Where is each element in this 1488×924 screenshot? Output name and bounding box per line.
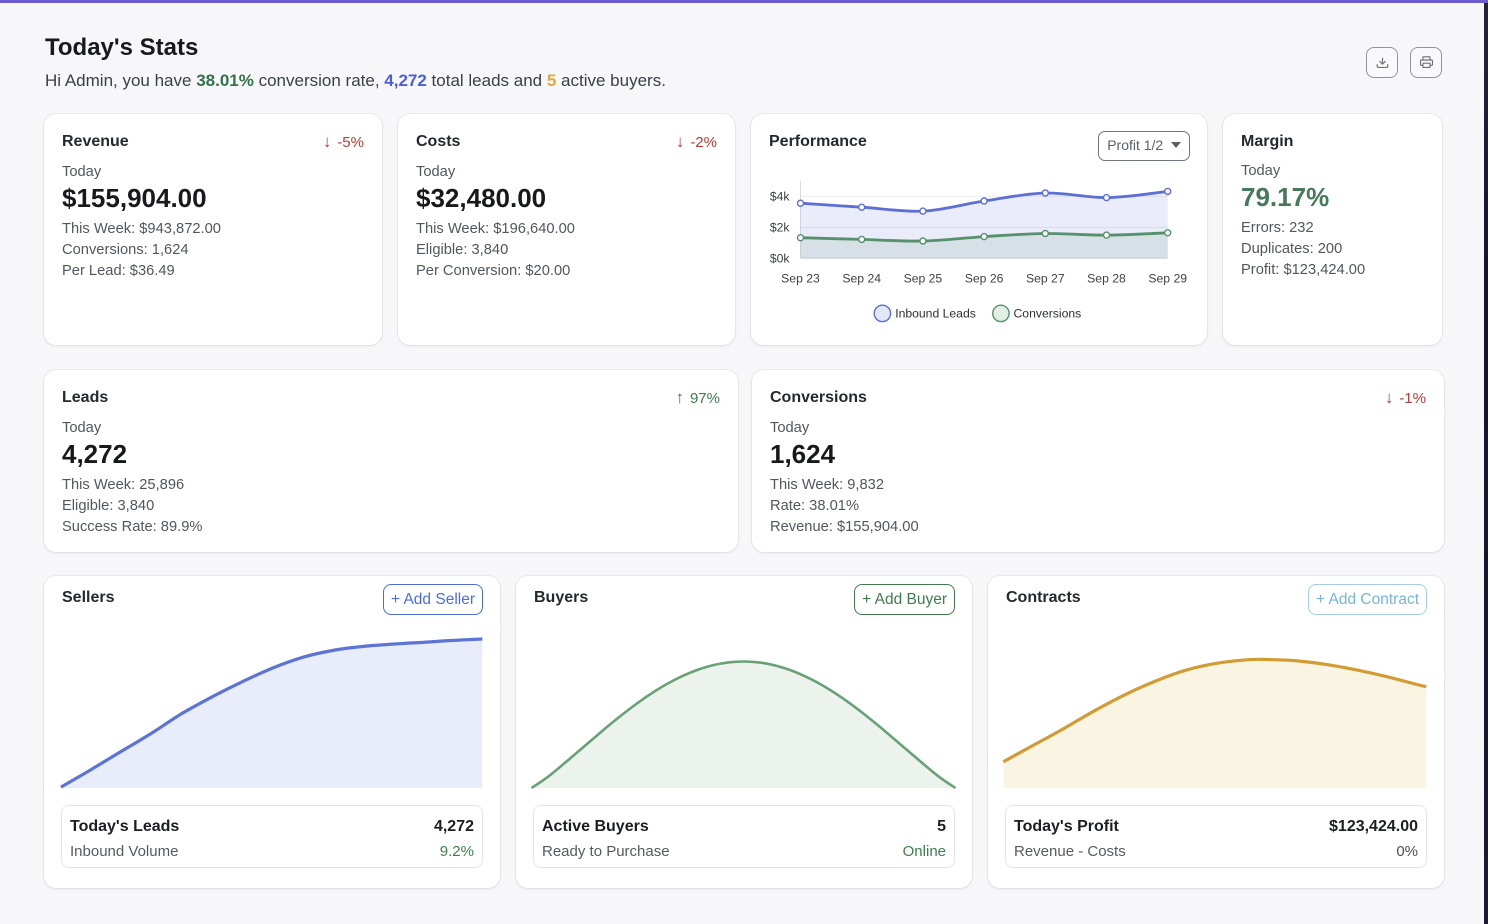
svg-text:Sep 28: Sep 28 <box>1087 271 1126 285</box>
svg-text:Sep 23: Sep 23 <box>781 271 820 285</box>
svg-text:Sep 25: Sep 25 <box>904 271 943 285</box>
svg-text:Sep 29: Sep 29 <box>1148 271 1187 285</box>
svg-text:$4k: $4k <box>770 190 791 204</box>
svg-text:Inbound Leads: Inbound Leads <box>895 307 976 321</box>
svg-text:Sep 24: Sep 24 <box>842 271 881 285</box>
svg-text:$2k: $2k <box>770 221 791 235</box>
svg-text:Conversions: Conversions <box>1014 307 1082 321</box>
svg-text:Sep 26: Sep 26 <box>965 271 1004 285</box>
svg-text:$0k: $0k <box>770 252 791 266</box>
svg-text:Sep 27: Sep 27 <box>1026 271 1065 285</box>
